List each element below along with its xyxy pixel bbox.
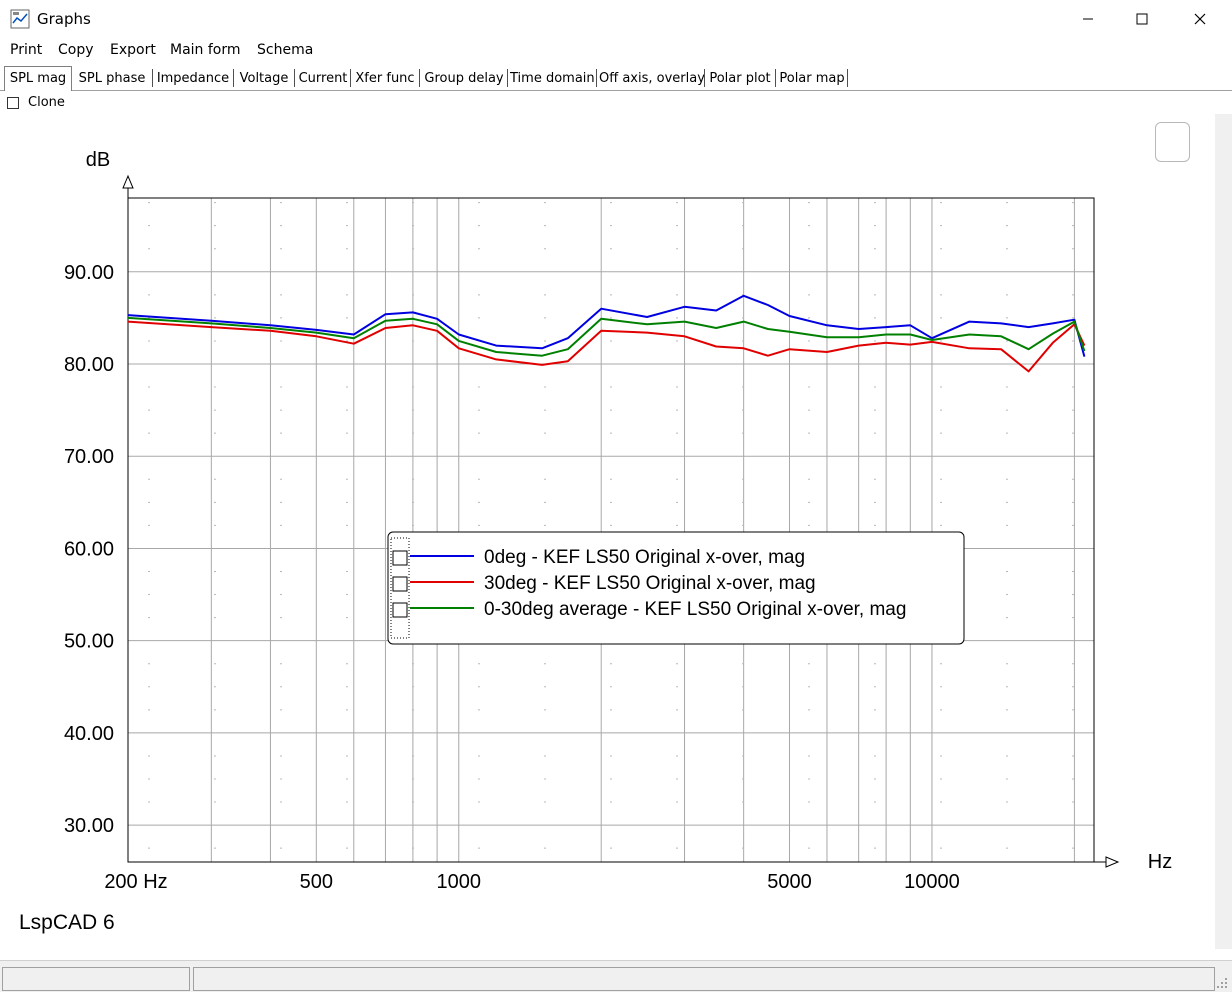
tab-separator	[294, 69, 295, 87]
clone-checkbox[interactable]	[7, 97, 19, 109]
tab-spl-phase[interactable]: SPL phase	[78, 71, 146, 86]
tab-separator	[419, 69, 420, 87]
status-panel-left	[2, 967, 190, 991]
tab-separator	[596, 69, 597, 87]
tab-polar-map[interactable]: Polar map	[779, 71, 845, 86]
series-line-0	[127, 294, 1086, 357]
legend-entry: 0deg - KEF LS50 Original x-over, mag	[484, 547, 805, 568]
resize-grip-icon[interactable]	[1215, 976, 1229, 990]
tab-impedance[interactable]: Impedance	[156, 71, 230, 86]
legend-checkbox	[392, 602, 408, 618]
x-tick-label: 500	[300, 871, 333, 893]
maximize-icon	[1136, 13, 1148, 25]
right-scroll-gutter	[1215, 114, 1232, 949]
chart-area: dB Hz 90.00 80.00 70.00 60.00 50.00 40.00 30.00 2…	[0, 114, 1215, 949]
legend-checkbox	[392, 576, 408, 592]
tab-off-axis-overlay[interactable]: Off axis, overlay	[599, 71, 705, 86]
tab-separator	[704, 69, 705, 87]
close-icon	[1194, 13, 1206, 25]
legend-checkbox	[392, 550, 408, 566]
watermark: LspCAD 6	[19, 911, 115, 934]
close-button[interactable]	[1172, 0, 1228, 38]
y-tick-label: 70.00	[64, 446, 114, 468]
title-bar: Graphs	[0, 0, 1232, 38]
tab-separator	[847, 69, 848, 87]
tab-current[interactable]: Current	[298, 71, 348, 86]
menu-main-form[interactable]: Main form	[170, 42, 241, 58]
status-panel-right	[193, 967, 1215, 991]
tab-separator	[507, 69, 508, 87]
status-bar	[0, 960, 1232, 992]
menu-bar: Print Copy Export Main form Schema	[0, 40, 1232, 62]
minimize-icon	[1083, 18, 1093, 20]
y-tick-label: 80.00	[64, 354, 114, 376]
legend-focus-rect	[390, 537, 410, 639]
minimize-button[interactable]	[1060, 0, 1116, 38]
tab-voltage[interactable]: Voltage	[239, 71, 289, 86]
tab-separator	[233, 69, 234, 87]
x-tick-label: 1000	[437, 871, 482, 893]
x-tick-label: 5000	[767, 871, 812, 893]
menu-export[interactable]: Export	[110, 42, 156, 58]
y-axis-label: dB	[86, 149, 110, 171]
y-axis-arrow-icon	[122, 174, 134, 189]
tab-time-domain[interactable]: Time domain	[510, 71, 595, 86]
tab-bar: SPL mag SPL phase Impedance Voltage Curr…	[0, 64, 1232, 91]
tab-separator	[152, 69, 153, 87]
tab-xfer-func[interactable]: Xfer func	[355, 71, 415, 86]
maximize-button[interactable]	[1114, 0, 1170, 38]
x-tick-label: 200 Hz	[104, 871, 167, 893]
window-title: Graphs	[37, 10, 91, 28]
app-icon	[10, 9, 30, 29]
menu-print[interactable]: Print	[10, 42, 43, 58]
legend-box	[387, 531, 965, 645]
legend-entry: 30deg - KEF LS50 Original x-over, mag	[484, 573, 816, 594]
legend-entry: 0-30deg average - KEF LS50 Original x-ov…	[484, 599, 906, 620]
plot-frame	[127, 197, 1095, 863]
clone-row: Clone	[0, 92, 1232, 114]
clone-label: Clone	[28, 95, 65, 110]
x-tick-label: 10000	[904, 871, 960, 893]
tab-spl-mag[interactable]: SPL mag	[4, 66, 72, 91]
series-line-1	[127, 320, 1086, 373]
y-tick-label: 40.00	[64, 723, 114, 745]
series-line-2	[127, 316, 1086, 357]
tab-separator	[350, 69, 351, 87]
menu-schema[interactable]: Schema	[257, 42, 314, 58]
y-tick-label: 90.00	[64, 262, 114, 284]
x-axis-arrow-icon	[1105, 856, 1120, 868]
menu-copy[interactable]: Copy	[58, 42, 94, 58]
tab-group-delay[interactable]: Group delay	[424, 71, 504, 86]
y-tick-label: 60.00	[64, 538, 114, 560]
chart-corner-button[interactable]	[1155, 122, 1190, 162]
tab-polar-plot[interactable]: Polar plot	[709, 71, 771, 86]
x-axis-label: Hz	[1148, 851, 1172, 873]
tab-separator	[775, 69, 776, 87]
spl-magnitude-chart[interactable]: dB Hz 90.00 80.00 70.00 60.00 50.00 40.00 30.00 2…	[0, 114, 1215, 949]
y-tick-label: 50.00	[64, 631, 114, 653]
y-tick-label: 30.00	[64, 815, 114, 837]
